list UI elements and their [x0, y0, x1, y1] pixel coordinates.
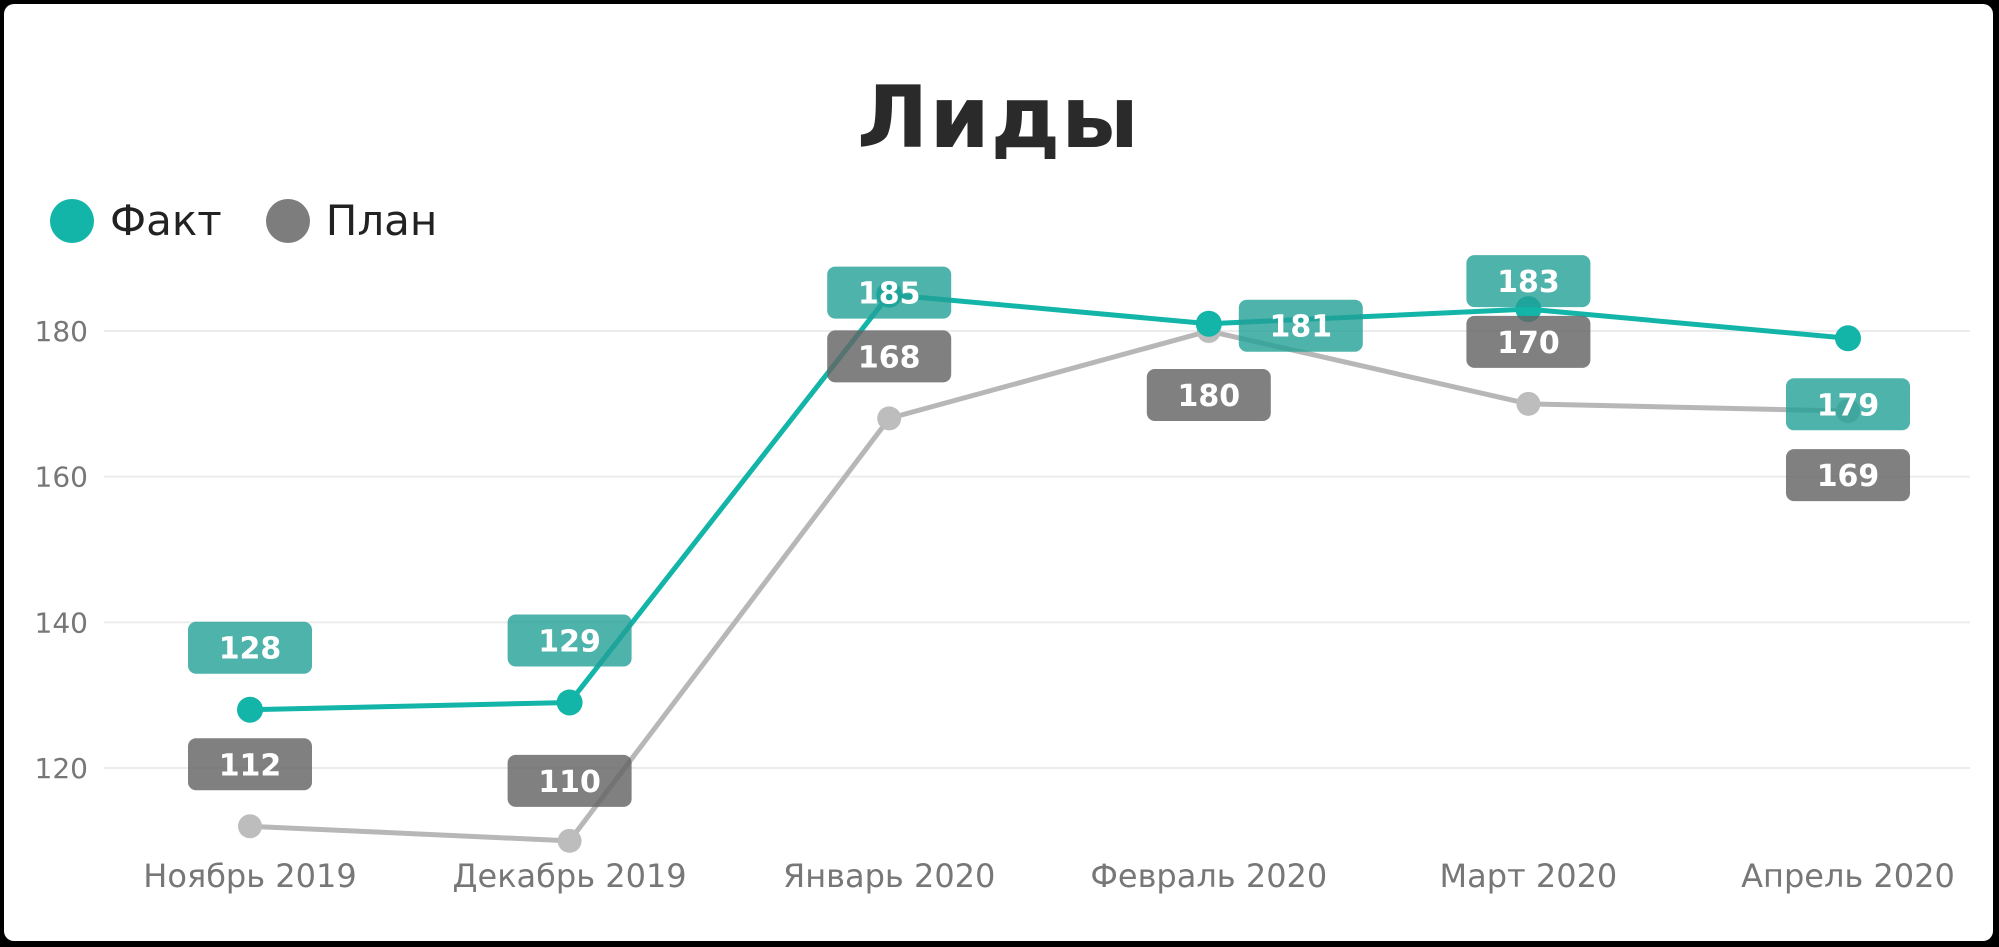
data-label-fact-box [507, 614, 632, 667]
data-label-fact: 185 [858, 277, 921, 312]
data-point-plan [238, 814, 262, 839]
y-tick-label: 160 [35, 461, 88, 494]
x-tick-label: Апрель 2020 [1741, 857, 1955, 895]
data-label-plan: 169 [1817, 459, 1880, 494]
legend-item-fact[interactable]: Факт [50, 196, 222, 245]
data-label-plan-box [1146, 369, 1271, 421]
data-label-fact-box [827, 266, 952, 319]
data-label-fact: 179 [1817, 388, 1880, 423]
data-label-plan: 168 [858, 340, 921, 375]
data-label-plan: 170 [1497, 326, 1560, 361]
legend-label-plan: План [325, 196, 438, 245]
legend-label-fact: Факт [110, 196, 222, 245]
y-tick-label: 140 [35, 606, 88, 639]
data-label-plan-box [507, 754, 632, 807]
data-label-plan-box [1786, 449, 1910, 502]
data-point-fact [1835, 325, 1861, 352]
data-label-fact-box [1238, 299, 1363, 352]
legend-item-plan[interactable]: План [265, 196, 438, 245]
data-label-plan-box [827, 330, 952, 383]
data-label-fact: 181 [1269, 310, 1332, 345]
x-tick-label: Январь 2020 [783, 857, 995, 895]
data-label-fact-box [1786, 378, 1910, 431]
legend-marker-fact [50, 198, 94, 243]
data-label-plan-box [188, 738, 312, 791]
chart-frame: Лиды Факт План 120 140 160 180 Ноябрь 2019 Де… [4, 4, 1993, 941]
legend: Факт План [50, 196, 481, 245]
data-point-fact [237, 696, 263, 723]
x-tick-label: Февраль 2020 [1090, 857, 1327, 895]
data-label-fact: 128 [219, 632, 282, 667]
x-tick-label: Декабрь 2019 [453, 857, 687, 895]
series-line-plan [249, 328, 1849, 844]
data-point-fact [556, 689, 583, 716]
data-label-fact: 129 [538, 624, 601, 659]
data-label-fact: 183 [1497, 265, 1560, 300]
data-point-fact [1195, 310, 1222, 337]
data-label-plan: 180 [1177, 379, 1240, 414]
data-label-fact-box [1466, 255, 1591, 308]
x-tick-label: Март 2020 [1440, 857, 1618, 895]
y-tick-label: 120 [35, 752, 88, 785]
legend-marker-plan [265, 198, 310, 243]
data-point-plan [1516, 391, 1541, 416]
chart-title: Лиды [857, 68, 1140, 168]
line-chart: 120 140 160 180 Ноябрь 2019 Декабрь 2019 Январ… [35, 255, 1970, 895]
x-tick-label: Ноябрь 2019 [143, 857, 356, 895]
data-point-plan [877, 406, 902, 431]
y-tick-label: 180 [35, 315, 88, 348]
series-line-fact [249, 292, 1849, 713]
data-label-plan-box [1466, 315, 1591, 368]
data-point-plan [557, 828, 582, 853]
data-label-plan: 110 [538, 765, 601, 800]
data-label-fact-box [188, 621, 312, 674]
data-label-plan: 112 [219, 748, 282, 783]
